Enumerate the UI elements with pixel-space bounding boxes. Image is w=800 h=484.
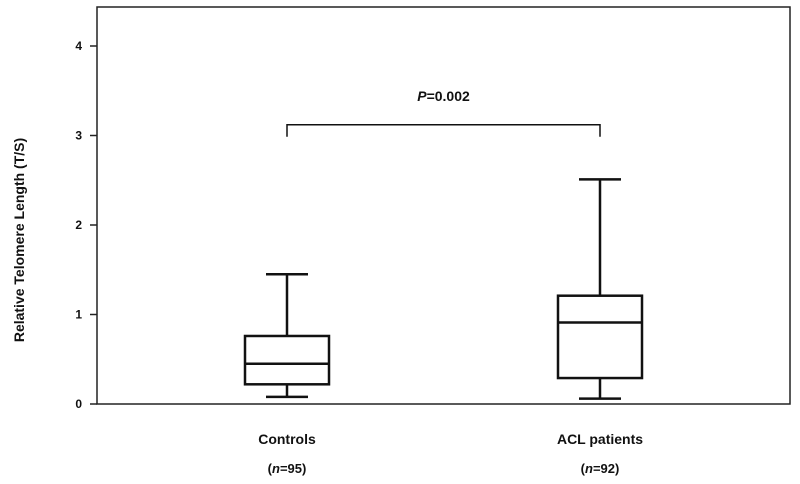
significance-annotation: P=0.002 — [286, 88, 601, 137]
sample-size-label: (n=92) — [581, 461, 620, 476]
y-tick-label: 2 — [75, 218, 82, 232]
sample-size-label: (n=95) — [268, 461, 307, 476]
significance-bracket — [286, 124, 601, 137]
box-iqr — [556, 294, 644, 380]
box-iqr — [243, 334, 331, 386]
x-category-label: Controls — [258, 431, 316, 447]
x-category-label: ACL patients — [557, 431, 643, 447]
p-value-label: P=0.002 — [417, 88, 470, 104]
x-axis-labels: Controls (n=95) ACL patients (n=92) — [258, 431, 643, 476]
boxplot-1 — [556, 178, 644, 400]
y-axis: 0 1 2 3 4 — [75, 39, 97, 411]
y-tick-label: 3 — [75, 129, 82, 143]
y-axis-label: Relative Telomere Length (T/S) — [11, 138, 27, 342]
y-tick-label: 1 — [75, 308, 82, 322]
boxplots — [243, 178, 644, 400]
boxplot-0 — [243, 272, 331, 399]
plot-frame — [96, 6, 791, 405]
y-tick-label: 0 — [75, 397, 82, 411]
y-tick-label: 4 — [75, 39, 82, 53]
